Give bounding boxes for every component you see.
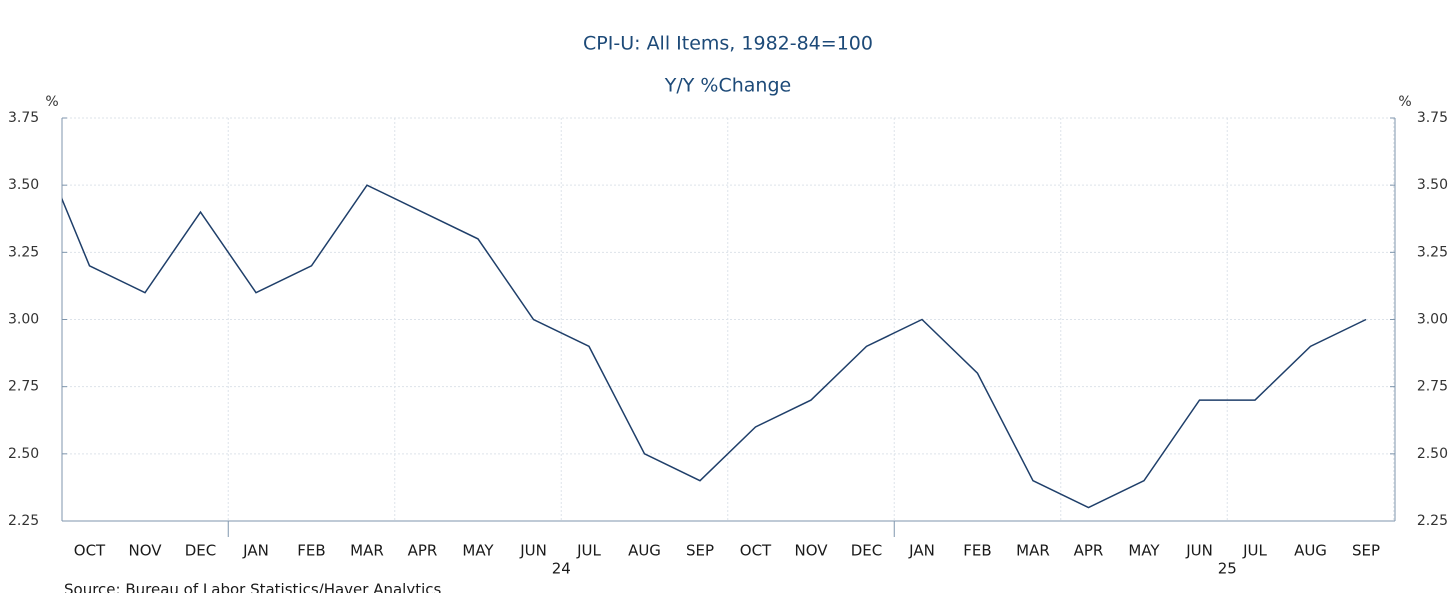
y2-tick-label: 3.75 [1417, 110, 1448, 126]
source-note: Source: Bureau of Labor Statistics/Haver… [64, 581, 442, 593]
x-tick-label: MAY [462, 542, 494, 560]
chart-subtitle: Y/Y %Change [664, 75, 791, 97]
x-tick-label: AUG [628, 542, 661, 560]
x-tick-label: JAN [908, 542, 935, 560]
x-tick-label: APR [1074, 542, 1104, 560]
y-tick-label: 3.75 [8, 110, 39, 126]
line-series [62, 184, 1367, 509]
y2-tick-label: 2.50 [1417, 446, 1448, 462]
x-tick-label: AUG [1294, 542, 1327, 560]
y-unit: % [45, 94, 58, 110]
year-label: 25 [1218, 560, 1237, 578]
year-label: 24 [552, 560, 571, 578]
x-tick-label: SEP [686, 542, 714, 560]
y2-tick-label: 3.25 [1417, 244, 1448, 260]
chart-title: CPI-U: All Items, 1982-84=100 [583, 33, 873, 55]
x-tick-label: JAN [242, 542, 269, 560]
plot-area [62, 184, 1367, 509]
x-tick-label: NOV [794, 542, 828, 560]
x-tick-label: DEC [185, 542, 217, 560]
x-tick-label: OCT [740, 542, 772, 560]
x-tick-label: DEC [851, 542, 883, 560]
x-tick-label: NOV [128, 542, 162, 560]
y2-tick-label: 3.50 [1417, 177, 1448, 193]
x-tick-label: JUN [519, 542, 547, 560]
y2-tick-label: 2.75 [1417, 379, 1448, 395]
x-tick-label: FEB [297, 542, 325, 560]
x-tick-label: SEP [1352, 542, 1380, 560]
x-tick-label: OCT [74, 542, 106, 560]
y2-unit: % [1398, 94, 1411, 110]
x-tick-label: JUL [1242, 542, 1267, 560]
y-tick-label: 3.00 [8, 312, 39, 328]
x-tick-label: FEB [963, 542, 991, 560]
y-tick-label: 3.50 [8, 177, 39, 193]
x-tick-label: JUL [576, 542, 601, 560]
x-tick-label: MAY [1128, 542, 1160, 560]
y-tick-label: 2.25 [8, 513, 39, 529]
y2-tick-label: 3.00 [1417, 312, 1448, 328]
x-tick-label: MAR [350, 542, 384, 560]
x-tick-label: MAR [1016, 542, 1050, 560]
y-tick-label: 2.50 [8, 446, 39, 462]
x-tick-label: JUN [1185, 542, 1213, 560]
y-tick-label: 3.25 [8, 244, 39, 260]
y2-tick-label: 2.25 [1417, 513, 1448, 529]
x-tick-label: APR [408, 542, 438, 560]
y-tick-label: 2.75 [8, 379, 39, 395]
